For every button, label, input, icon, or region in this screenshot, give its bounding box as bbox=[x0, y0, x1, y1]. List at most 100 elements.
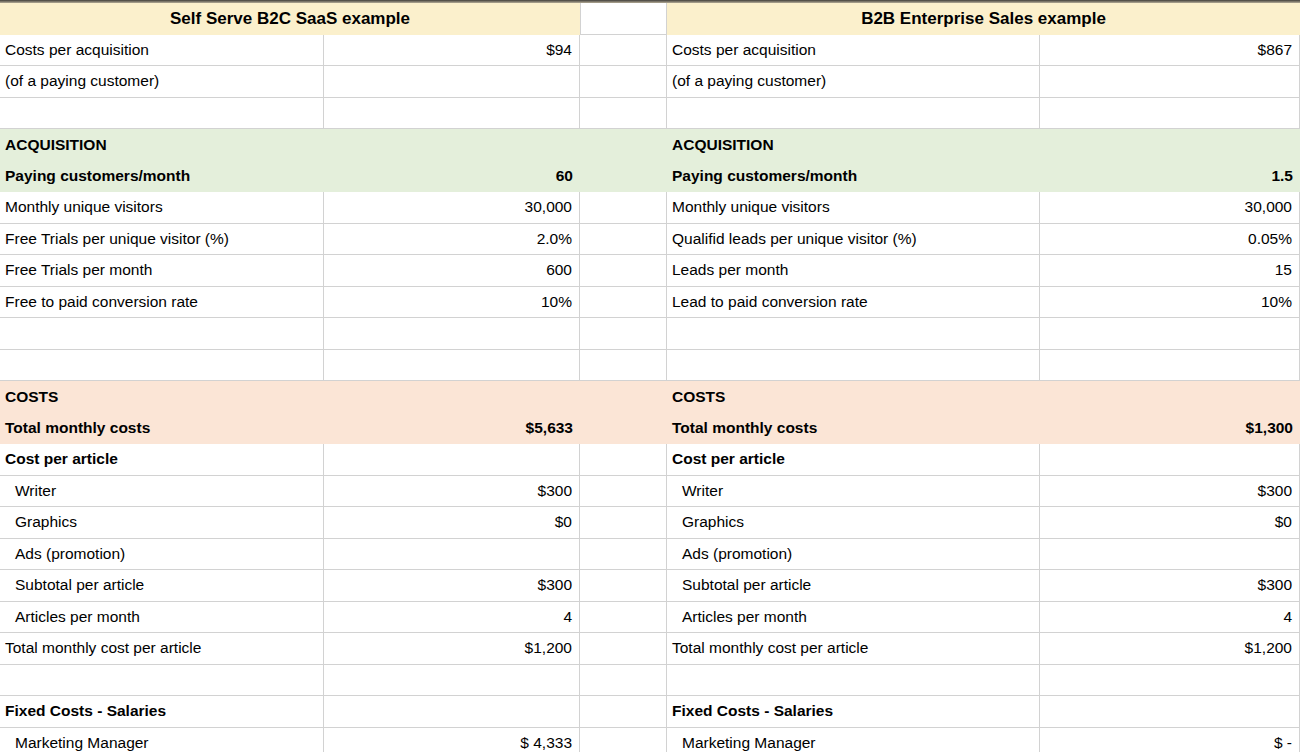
spacer-cell[interactable] bbox=[580, 728, 667, 752]
right-value-cell[interactable]: $867 bbox=[1040, 35, 1300, 67]
left-value-cell[interactable] bbox=[324, 444, 580, 476]
spacer-cell[interactable] bbox=[580, 602, 667, 634]
right-value-cell[interactable] bbox=[1040, 539, 1300, 571]
spacer-cell[interactable] bbox=[580, 287, 667, 319]
right-label-cell[interactable] bbox=[667, 318, 1040, 350]
left-label-cell[interactable]: Costs per acquisition bbox=[0, 35, 324, 67]
left-value-cell[interactable]: $94 bbox=[324, 35, 580, 67]
left-label-cell[interactable]: Ads (promotion) bbox=[0, 539, 324, 571]
left-value-cell[interactable]: $300 bbox=[324, 570, 580, 602]
right-label-cell[interactable]: ACQUISITION bbox=[667, 129, 1040, 161]
left-value-cell[interactable] bbox=[324, 381, 580, 413]
left-value-cell[interactable] bbox=[324, 66, 580, 98]
spacer-cell[interactable] bbox=[580, 539, 667, 571]
spacer-cell[interactable] bbox=[580, 507, 667, 539]
left-label-cell[interactable]: Fixed Costs - Salaries bbox=[0, 696, 324, 728]
right-value-cell[interactable] bbox=[1040, 696, 1300, 728]
right-label-cell[interactable]: Costs per acquisition bbox=[667, 35, 1040, 67]
spacer-cell[interactable] bbox=[580, 161, 667, 193]
right-label-cell[interactable]: Ads (promotion) bbox=[667, 539, 1040, 571]
right-value-cell[interactable] bbox=[1040, 350, 1300, 382]
right-label-cell[interactable] bbox=[667, 98, 1040, 130]
left-label-cell[interactable]: Articles per month bbox=[0, 602, 324, 634]
left-value-cell[interactable]: 30,000 bbox=[324, 192, 580, 224]
spacer-cell[interactable] bbox=[580, 381, 667, 413]
left-value-cell[interactable] bbox=[324, 696, 580, 728]
spacer-cell[interactable] bbox=[580, 255, 667, 287]
right-value-cell[interactable]: 10% bbox=[1040, 287, 1300, 319]
left-value-cell[interactable]: $5,633 bbox=[324, 413, 580, 445]
left-value-cell[interactable]: 600 bbox=[324, 255, 580, 287]
right-label-cell[interactable]: Cost per article bbox=[667, 444, 1040, 476]
spacer-cell[interactable] bbox=[580, 570, 667, 602]
left-value-cell[interactable]: $ 4,333 bbox=[324, 728, 580, 752]
left-table-title-cell[interactable]: Self Serve B2C SaaS example bbox=[0, 3, 580, 35]
right-label-cell[interactable]: Total monthly costs bbox=[667, 413, 1040, 445]
right-label-cell[interactable] bbox=[667, 665, 1040, 697]
right-label-cell[interactable]: Leads per month bbox=[667, 255, 1040, 287]
right-value-cell[interactable] bbox=[1040, 444, 1300, 476]
title-spacer-cell[interactable] bbox=[580, 3, 667, 35]
right-value-cell[interactable]: 1.5 bbox=[1040, 161, 1300, 193]
left-label-cell[interactable]: Total monthly costs bbox=[0, 413, 324, 445]
right-label-cell[interactable]: Monthly unique visitors bbox=[667, 192, 1040, 224]
right-value-cell[interactable]: 15 bbox=[1040, 255, 1300, 287]
right-label-cell[interactable]: Lead to paid conversion rate bbox=[667, 287, 1040, 319]
left-value-cell[interactable]: $300 bbox=[324, 476, 580, 508]
right-label-cell[interactable]: (of a paying customer) bbox=[667, 66, 1040, 98]
right-value-cell[interactable] bbox=[1040, 665, 1300, 697]
left-label-cell[interactable]: Subtotal per article bbox=[0, 570, 324, 602]
spacer-cell[interactable] bbox=[580, 696, 667, 728]
spacer-cell[interactable] bbox=[580, 318, 667, 350]
left-label-cell[interactable] bbox=[0, 350, 324, 382]
left-value-cell[interactable] bbox=[324, 350, 580, 382]
spacer-cell[interactable] bbox=[580, 476, 667, 508]
right-table-title-cell[interactable]: B2B Enterprise Sales example bbox=[667, 3, 1300, 35]
right-value-cell[interactable] bbox=[1040, 381, 1300, 413]
right-label-cell[interactable]: Writer bbox=[667, 476, 1040, 508]
left-value-cell[interactable] bbox=[324, 318, 580, 350]
left-label-cell[interactable]: Writer bbox=[0, 476, 324, 508]
right-label-cell[interactable]: Articles per month bbox=[667, 602, 1040, 634]
spacer-cell[interactable] bbox=[580, 665, 667, 697]
left-label-cell[interactable] bbox=[0, 98, 324, 130]
right-label-cell[interactable]: Total monthly cost per article bbox=[667, 633, 1040, 665]
right-value-cell[interactable]: 4 bbox=[1040, 602, 1300, 634]
spacer-cell[interactable] bbox=[580, 35, 667, 67]
spacer-cell[interactable] bbox=[580, 129, 667, 161]
left-label-cell[interactable]: Paying customers/month bbox=[0, 161, 324, 193]
right-value-cell[interactable]: $0 bbox=[1040, 507, 1300, 539]
spacer-cell[interactable] bbox=[580, 633, 667, 665]
left-label-cell[interactable]: Free Trials per month bbox=[0, 255, 324, 287]
right-label-cell[interactable]: Qualifid leads per unique visitor (%) bbox=[667, 224, 1040, 256]
spacer-cell[interactable] bbox=[580, 66, 667, 98]
spacer-cell[interactable] bbox=[580, 444, 667, 476]
left-label-cell[interactable]: Total monthly cost per article bbox=[0, 633, 324, 665]
right-value-cell[interactable] bbox=[1040, 129, 1300, 161]
spacer-cell[interactable] bbox=[580, 350, 667, 382]
right-label-cell[interactable] bbox=[667, 350, 1040, 382]
left-value-cell[interactable]: 2.0% bbox=[324, 224, 580, 256]
left-value-cell[interactable]: $0 bbox=[324, 507, 580, 539]
right-value-cell[interactable]: $1,200 bbox=[1040, 633, 1300, 665]
right-value-cell[interactable]: 30,000 bbox=[1040, 192, 1300, 224]
left-label-cell[interactable]: Graphics bbox=[0, 507, 324, 539]
right-value-cell[interactable] bbox=[1040, 66, 1300, 98]
left-value-cell[interactable] bbox=[324, 129, 580, 161]
left-value-cell[interactable]: 4 bbox=[324, 602, 580, 634]
right-value-cell[interactable]: 0.05% bbox=[1040, 224, 1300, 256]
spacer-cell[interactable] bbox=[580, 413, 667, 445]
spacer-cell[interactable] bbox=[580, 98, 667, 130]
spacer-cell[interactable] bbox=[580, 224, 667, 256]
left-label-cell[interactable]: ACQUISITION bbox=[0, 129, 324, 161]
right-label-cell[interactable]: Paying customers/month bbox=[667, 161, 1040, 193]
spacer-cell[interactable] bbox=[580, 192, 667, 224]
left-label-cell[interactable]: Cost per article bbox=[0, 444, 324, 476]
right-value-cell[interactable] bbox=[1040, 98, 1300, 130]
left-label-cell[interactable] bbox=[0, 318, 324, 350]
right-value-cell[interactable]: $ - bbox=[1040, 728, 1300, 752]
left-value-cell[interactable]: $1,200 bbox=[324, 633, 580, 665]
left-value-cell[interactable]: 60 bbox=[324, 161, 580, 193]
right-label-cell[interactable]: Fixed Costs - Salaries bbox=[667, 696, 1040, 728]
left-value-cell[interactable] bbox=[324, 539, 580, 571]
